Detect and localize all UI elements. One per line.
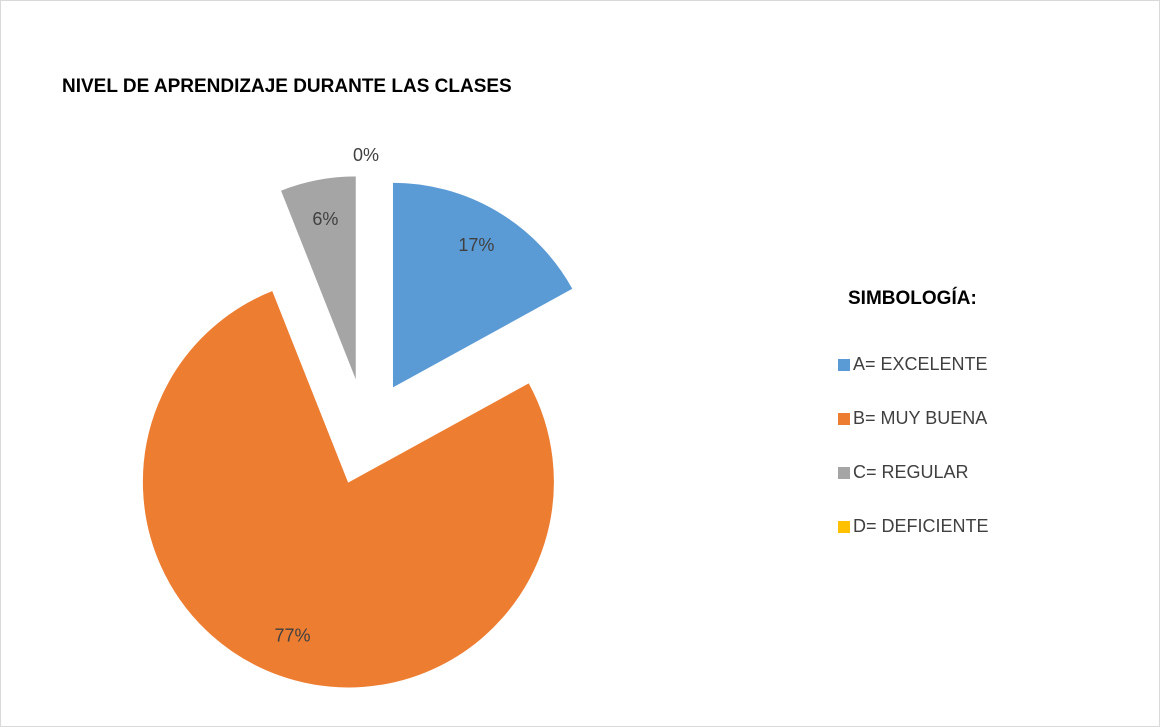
pie-slice: [141, 289, 555, 689]
legend-label: D= DEFICIENTE: [853, 516, 989, 536]
pie-slice: [279, 175, 357, 383]
data-label: 0%: [353, 145, 379, 165]
legend-swatch: [838, 521, 850, 533]
legend-swatch: [838, 359, 850, 371]
legend-label: A= EXCELENTE: [853, 354, 988, 374]
data-label: 6%: [312, 209, 338, 229]
chart-title: NIVEL DE APRENDIZAJE DURANTE LAS CLASES: [62, 76, 512, 97]
legend-label: B= MUY BUENA: [853, 408, 987, 428]
data-label: 17%: [458, 235, 494, 255]
pie-slice: [391, 181, 574, 390]
legend-swatch: [838, 413, 850, 425]
legend-title: SIMBOLOGÍA:: [848, 287, 977, 309]
data-label: 77%: [275, 626, 311, 646]
legend-label: C= REGULAR: [853, 462, 969, 482]
legend-swatch: [838, 467, 850, 479]
